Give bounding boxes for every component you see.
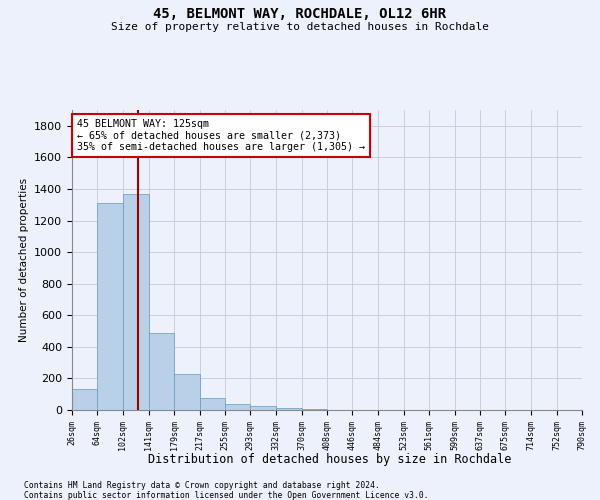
Bar xyxy=(276,408,302,410)
Text: Size of property relative to detached houses in Rochdale: Size of property relative to detached ho… xyxy=(111,22,489,32)
Bar xyxy=(97,203,123,410)
Bar xyxy=(123,194,149,410)
Bar xyxy=(174,374,200,410)
Bar xyxy=(302,409,327,410)
Text: 45, BELMONT WAY, ROCHDALE, OL12 6HR: 45, BELMONT WAY, ROCHDALE, OL12 6HR xyxy=(154,8,446,22)
Text: Contains HM Land Registry data © Crown copyright and database right 2024.: Contains HM Land Registry data © Crown c… xyxy=(24,481,380,490)
Bar xyxy=(199,398,225,410)
Y-axis label: Number of detached properties: Number of detached properties xyxy=(19,178,29,342)
Bar xyxy=(250,406,276,410)
Text: Contains public sector information licensed under the Open Government Licence v3: Contains public sector information licen… xyxy=(24,491,428,500)
Bar xyxy=(72,388,97,410)
Text: Distribution of detached houses by size in Rochdale: Distribution of detached houses by size … xyxy=(148,452,512,466)
Bar xyxy=(149,334,174,410)
Bar xyxy=(225,404,250,410)
Text: 45 BELMONT WAY: 125sqm
← 65% of detached houses are smaller (2,373)
35% of semi-: 45 BELMONT WAY: 125sqm ← 65% of detached… xyxy=(77,119,365,152)
